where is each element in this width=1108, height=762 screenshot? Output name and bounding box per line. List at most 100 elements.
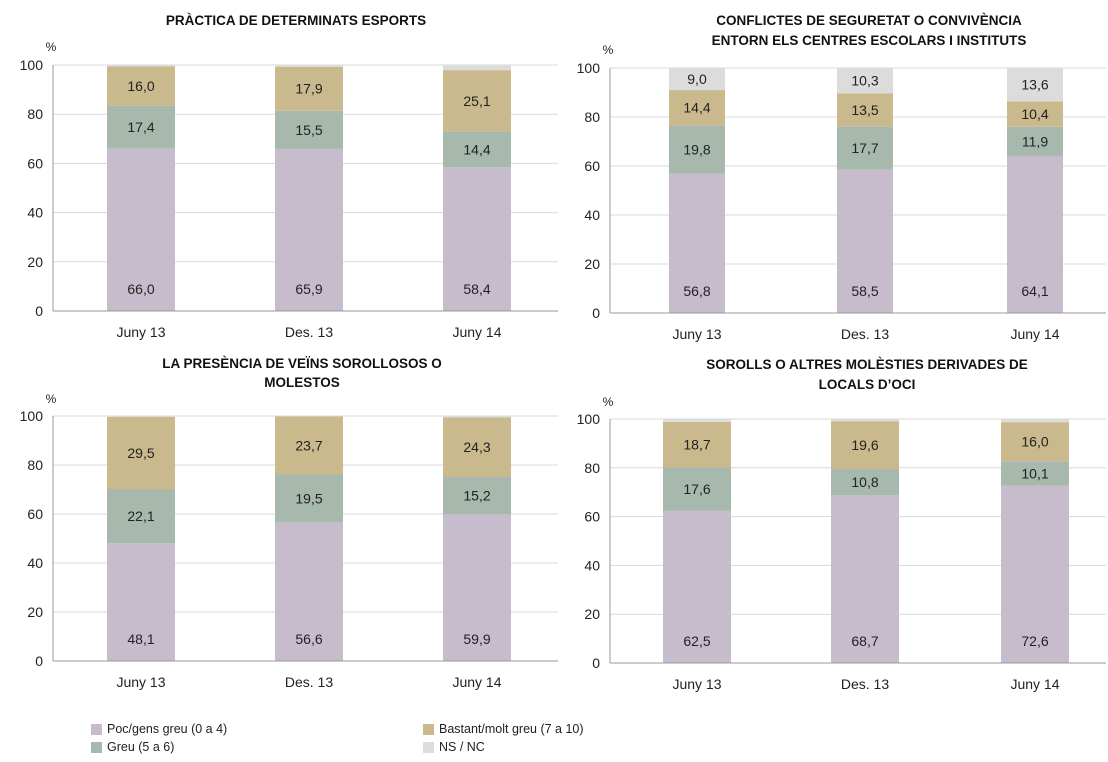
data-label-poc: 59,9 — [463, 631, 490, 647]
y-tick-label: 60 — [27, 155, 43, 171]
data-label-greu: 15,2 — [463, 488, 490, 504]
y-tick-label: 100 — [20, 57, 44, 73]
legend-swatch-bastant — [423, 723, 434, 735]
bar-segment-greu — [663, 467, 731, 511]
x-tick-label: Juny 13 — [116, 324, 165, 340]
data-label-poc: 64,1 — [1021, 283, 1048, 299]
bar-segment-nsnc — [443, 65, 511, 71]
legend-label-greu: Greu (5 a 6) — [107, 740, 175, 754]
data-label-greu: 14,4 — [463, 142, 490, 158]
chart-title: MOLESTOS — [264, 375, 340, 390]
data-label-poc: 58,4 — [463, 281, 490, 297]
data-label-poc: 68,7 — [851, 633, 878, 649]
bar-segment-greu — [443, 131, 511, 168]
y-tick-label: 40 — [27, 555, 43, 571]
bar-segment-bastant — [663, 421, 731, 468]
y-tick-label: 20 — [27, 604, 43, 620]
chart-panel-3: 0 20 40 60 80 100 48,1 22,1 29,5 Juny 13 56,6 19,5 2… — [20, 356, 558, 690]
y-tick-label: 40 — [584, 557, 600, 573]
data-label-nsnc: 13,6 — [1021, 77, 1048, 93]
y-tick-label: 100 — [577, 60, 601, 76]
x-tick-label: Juny 13 — [672, 676, 721, 692]
bar-segment-nsnc — [443, 416, 511, 418]
y-tick-label: 0 — [35, 303, 43, 319]
x-tick-label: Juny 14 — [1010, 326, 1059, 342]
data-label-poc: 66,0 — [127, 281, 154, 297]
bar-segment-greu — [831, 469, 899, 496]
y-axis-unit: % — [46, 392, 57, 406]
data-label-bastant: 16,0 — [1021, 434, 1048, 450]
data-label-poc: 48,1 — [127, 631, 154, 647]
bar-segment-poc — [443, 167, 511, 311]
x-tick-label: Juny 13 — [672, 326, 721, 342]
data-label-nsnc: 9,0 — [687, 71, 707, 87]
data-label-nsnc: 10,3 — [851, 73, 878, 89]
data-label-poc: 56,8 — [683, 283, 710, 299]
data-label-bastant: 17,9 — [295, 81, 322, 97]
data-label-poc: 72,6 — [1021, 633, 1048, 649]
x-tick-label: Des. 13 — [285, 674, 333, 690]
bar-segment-poc — [275, 522, 343, 661]
bar-segment-nsnc — [1001, 419, 1069, 423]
bar-segment-poc — [107, 148, 175, 311]
bar-segment-nsnc — [831, 419, 899, 422]
y-tick-label: 60 — [27, 506, 43, 522]
chart-title: LOCALS D’OCI — [819, 377, 916, 392]
data-label-greu: 11,9 — [1022, 133, 1048, 149]
data-label-greu: 17,7 — [851, 140, 878, 156]
chart-panel-1: 0 20 40 60 80 100 66,0 17,4 16,0 Juny 13 65,9 15,5 1… — [20, 13, 558, 340]
bar-segment-poc — [663, 510, 731, 663]
y-tick-label: 100 — [20, 408, 44, 424]
chart-title: PRÀCTICA DE DETERMINATS ESPORTS — [166, 13, 426, 28]
bar-segment-bastant — [107, 416, 175, 490]
x-tick-label: Des. 13 — [285, 324, 333, 340]
x-tick-label: Juny 14 — [1010, 676, 1059, 692]
data-label-poc: 65,9 — [295, 281, 322, 297]
bar-segment-greu — [669, 125, 725, 174]
y-tick-label: 40 — [27, 205, 43, 221]
bar-segment-nsnc — [837, 68, 893, 94]
data-label-bastant: 29,5 — [127, 445, 154, 461]
data-label-bastant: 16,0 — [127, 78, 154, 94]
bar-segment-bastant — [443, 417, 511, 478]
legend-label-nsnc: NS / NC — [439, 740, 485, 754]
bar-segment-poc — [443, 514, 511, 661]
bar-segment-poc — [837, 169, 893, 313]
y-axis-unit: % — [603, 43, 614, 57]
x-tick-label: Des. 13 — [841, 676, 889, 692]
data-label-greu: 19,8 — [683, 142, 710, 158]
bar-segment-greu — [443, 477, 511, 515]
legend-item-nsnc: NS / NC — [423, 740, 485, 754]
bar-segment-bastant — [275, 416, 343, 475]
bar-segment-nsnc — [107, 416, 175, 417]
y-tick-label: 20 — [584, 256, 600, 272]
y-tick-label: 80 — [27, 457, 43, 473]
bar-segment-bastant — [1001, 422, 1069, 462]
bar-segment-greu — [1007, 126, 1063, 156]
legend-item-bastant: Bastant/molt greu (7 a 10) — [423, 722, 584, 736]
bar-segment-bastant — [443, 70, 511, 132]
data-label-greu: 10,8 — [851, 474, 878, 490]
bar-segment-nsnc — [275, 65, 343, 67]
chart-title: LA PRESÈNCIA DE VEÏNS SOROLLOSOS O — [162, 356, 442, 371]
bar-segment-greu — [107, 489, 175, 544]
data-label-bastant: 23,7 — [295, 438, 322, 454]
legend-swatch-nsnc — [423, 741, 434, 753]
bar-segment-bastant — [831, 421, 899, 470]
data-label-poc: 58,5 — [851, 283, 878, 299]
legend-item-poc: Poc/gens greu (0 a 4) — [91, 722, 227, 736]
bar-segment-greu — [1001, 461, 1069, 486]
y-tick-label: 80 — [27, 106, 43, 122]
data-label-greu: 15,5 — [295, 122, 322, 138]
data-label-greu: 22,1 — [127, 508, 154, 524]
x-tick-label: Des. 13 — [841, 326, 889, 342]
bar-segment-bastant — [1007, 101, 1063, 127]
y-tick-label: 0 — [592, 655, 600, 671]
bar-segment-bastant — [275, 66, 343, 111]
y-tick-label: 80 — [584, 460, 600, 476]
data-label-greu: 17,4 — [127, 119, 154, 135]
bar-segment-greu — [837, 126, 893, 170]
bar-segment-poc — [669, 173, 725, 313]
legend-item-greu: Greu (5 a 6) — [91, 740, 174, 754]
data-label-greu: 19,5 — [295, 490, 322, 506]
